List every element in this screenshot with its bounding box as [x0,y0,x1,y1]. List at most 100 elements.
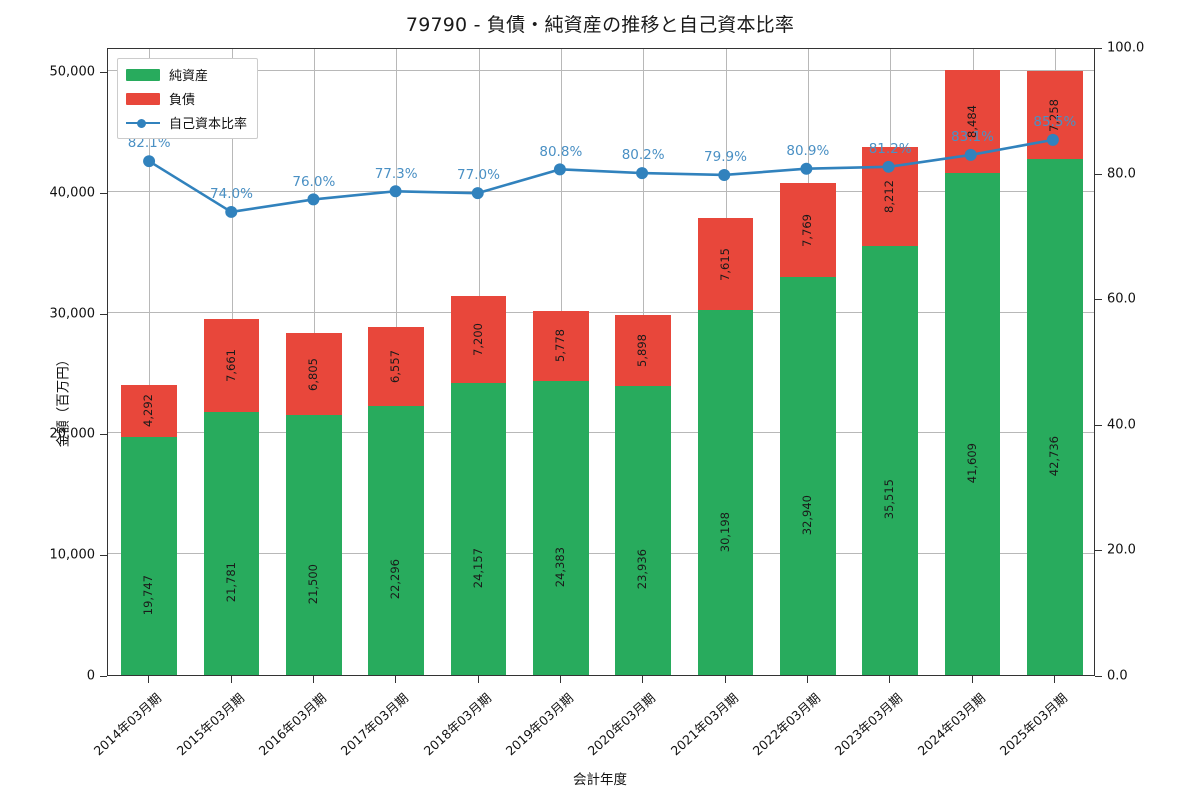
bar-group[interactable]: 22,296 6,557 [368,326,425,675]
y-tick-mark-primary [100,555,107,557]
ratio-data-point[interactable] [225,205,238,218]
bar-group[interactable]: 21,500 6,805 [285,333,342,675]
legend[interactable]: 純資産負債自己資本比率 [117,58,259,139]
ratio-data-point[interactable] [553,163,566,176]
y-tick-mark-secondary [1095,299,1102,301]
y-tick-label-primary: 10,000 [49,547,96,563]
ratio-data-point[interactable] [143,155,156,168]
bar-group[interactable]: 24,383 5,778 [532,310,589,675]
ratio-value-label: 83.1% [951,129,994,146]
legend-line-marker-icon [126,117,160,129]
ratio-data-point[interactable] [964,148,977,161]
x-tick-mark [559,676,561,683]
ratio-data-point[interactable] [307,193,320,206]
y-tick-label-secondary: 40.0 [1107,417,1136,433]
y-tick-mark-primary [100,72,107,74]
y-tick-label-primary: 50,000 [49,64,96,80]
ratio-value-label: 85.5% [1033,114,1077,131]
x-tick-label: 2025年03月期 [996,690,1070,759]
legend-item-label: 負債 [169,93,196,108]
bar-segment-liability[interactable]: 7,615 [697,218,754,311]
bar-segment-liability[interactable]: 5,898 [615,314,672,386]
bar-segment-equity[interactable]: 24,383 [532,380,589,675]
x-tick-label: 2019年03月期 [502,690,576,759]
y-tick-mark-secondary [1095,173,1102,175]
bar-segment-liability[interactable]: 7,769 [779,183,836,278]
x-tick-label: 2016年03月期 [255,690,329,759]
bar-segment-liability[interactable]: 6,557 [368,326,425,406]
y-tick-mark-primary [100,313,107,315]
bar-segment-equity[interactable]: 35,515 [862,246,919,675]
x-tick-label: 2015年03月期 [173,690,247,759]
bar-segment-liability[interactable]: 5,778 [532,310,589,381]
x-tick-mark [724,676,726,683]
bar-segment-equity[interactable]: 24,157 [450,383,507,675]
bar-segment-equity[interactable]: 19,747 [121,436,178,675]
y-tick-label-primary: 20,000 [49,426,96,442]
ratio-data-point[interactable] [636,167,649,180]
legend-item[interactable]: 純資産 [126,65,247,84]
bar-segment-equity[interactable]: 22,296 [368,405,425,675]
bar-group[interactable]: 32,940 7,769 [779,183,836,675]
y-tick-mark-primary [100,434,107,436]
ratio-data-point[interactable] [471,187,484,200]
bar-group[interactable]: 19,747 4,292 [121,384,178,675]
y-tick-label-secondary: 80.0 [1107,166,1136,182]
ratio-line-series [143,133,1059,218]
ratio-data-point[interactable] [389,185,402,198]
y-tick-label-secondary: 100.0 [1107,40,1145,56]
bar-segment-liability[interactable]: 4,292 [121,384,178,437]
bar-segment-equity[interactable]: 32,940 [779,277,836,675]
plot-area: 19,747 4,292 21,781 7,661 21,500 6,805 22,296 6… [107,48,1095,676]
x-tick-label: 2021年03月期 [667,690,741,759]
x-tick-label: 2022年03月期 [749,690,823,759]
y-tick-label-secondary: 60.0 [1107,291,1136,307]
bar-segment-equity[interactable]: 21,781 [203,411,260,675]
x-tick-mark [642,676,644,683]
bar-segment-liability[interactable]: 6,805 [285,333,342,416]
y-tick-mark-primary [100,192,107,194]
y-tick-label-secondary: 0.0 [1107,668,1128,684]
ratio-value-label: 76.0% [292,173,336,190]
y-tick-mark-secondary [1095,48,1102,49]
legend-item[interactable]: 自己資本比率 [126,113,247,132]
x-tick-mark [1053,676,1055,683]
ratio-value-label: 77.0% [457,167,500,184]
bar-segment-equity[interactable]: 21,500 [285,415,342,675]
x-tick-label: 2020年03月期 [584,690,659,759]
legend-color-swatch [126,68,160,81]
ratio-value-label: 77.3% [374,165,418,182]
legend-item[interactable]: 負債 [126,89,247,108]
bar-segment-equity[interactable]: 30,198 [697,310,754,675]
ratio-data-point[interactable] [882,160,895,173]
ratio-value-label: 79.9% [704,149,747,166]
bar-group[interactable]: 30,198 7,615 [697,218,754,675]
ratio-value-label: 80.8% [539,143,583,160]
x-tick-mark [889,676,891,683]
x-tick-label: 2014年03月期 [90,690,165,759]
bar-group[interactable]: 41,609 8,484 [944,70,1001,675]
x-tick-label: 2023年03月期 [831,690,906,759]
y-tick-mark-primary [100,676,107,677]
x-tick-label: 2018年03月期 [420,690,494,759]
bar-segment-equity[interactable]: 41,609 [944,172,1001,675]
x-tick-mark [806,676,808,683]
y-tick-mark-secondary [1095,424,1102,426]
bar-group[interactable]: 21,781 7,661 [203,319,260,675]
bar-segment-equity[interactable]: 23,936 [615,385,672,675]
x-tick-label: 2017年03月期 [337,690,412,759]
ratio-data-point[interactable] [718,168,731,181]
x-tick-mark [971,676,973,683]
bar-segment-liability[interactable]: 7,661 [203,319,260,412]
bar-group[interactable]: 24,157 7,200 [450,296,507,675]
ratio-value-label: 82.1% [127,135,171,152]
legend-item-label: 純資産 [169,69,209,84]
x-axis-label: 会計年度 [573,772,627,788]
ratio-data-point[interactable] [800,162,813,175]
bar-group[interactable]: 23,936 5,898 [615,314,672,675]
bar-segment-liability[interactable]: 7,200 [450,296,507,384]
ratio-data-point[interactable] [1046,133,1059,146]
bar-segment-equity[interactable]: 42,736 [1026,158,1083,675]
y-tick-label-primary: 30,000 [49,306,96,322]
